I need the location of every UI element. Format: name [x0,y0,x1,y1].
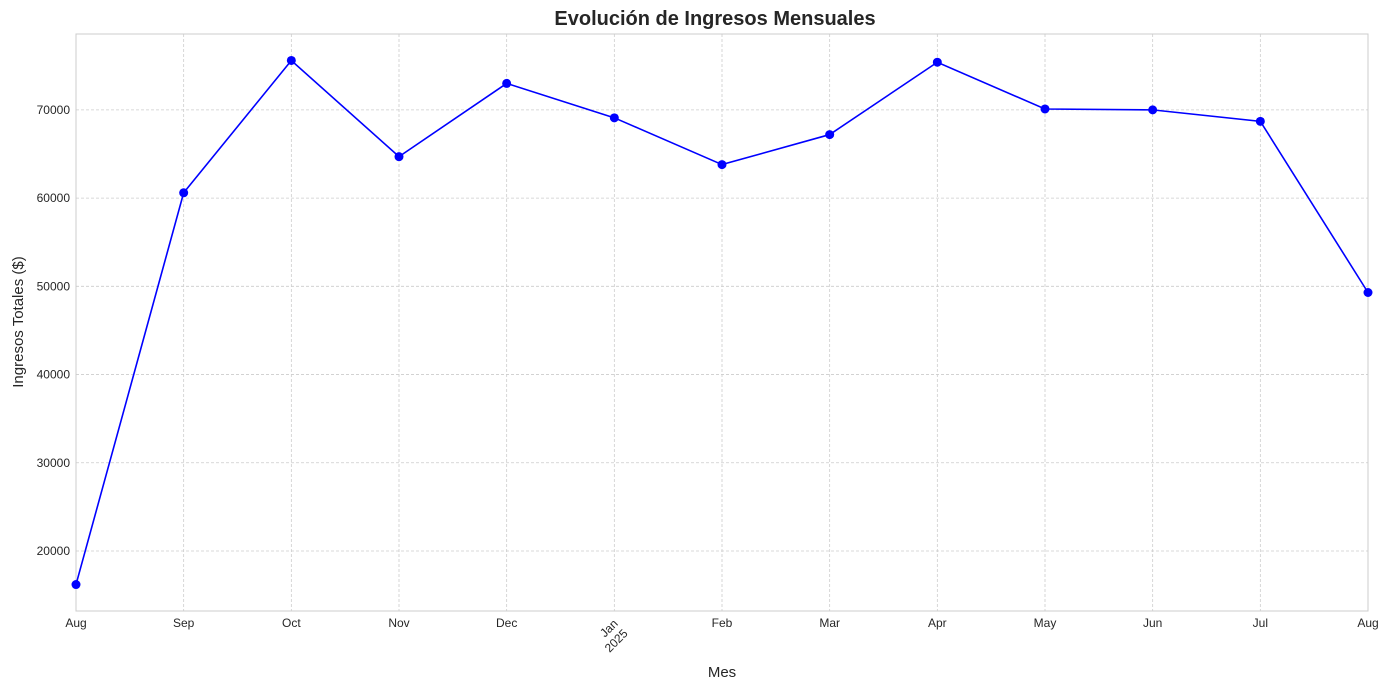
data-point [71,580,81,590]
data-point [286,55,296,65]
data-point [1040,104,1050,114]
x-tick-label: Nov [388,616,409,630]
plot-frame [75,33,1369,612]
data-point [1363,288,1373,298]
x-tick-label: Apr [928,616,947,630]
y-tick-label: 40000 [37,368,71,382]
y-tick-label: 50000 [37,279,71,293]
data-point [1255,116,1265,126]
data-point [1148,105,1158,115]
data-point [394,152,404,162]
y-tick-label: 30000 [37,456,71,470]
x-tick-label: Aug [1357,616,1378,630]
x-gridlines [183,34,1261,611]
x-tick-label: Dec [496,616,517,630]
x-tick-label: Jun [1143,616,1162,630]
data-point [502,78,512,88]
data-point [609,113,619,123]
y-axis-label: Ingresos Totales ($) [10,256,27,387]
x-tick-label: Sep [173,616,195,630]
x-tick-label: Aug [65,616,86,630]
series-group [71,55,1373,590]
y-tick-label: 20000 [37,544,71,558]
x-tick-label: Feb [712,616,733,630]
chart-title: Evolución de Ingresos Mensuales [554,8,875,30]
x-tick-label: May [1034,616,1057,630]
data-point [179,188,189,198]
x-axis-label: Mes [708,664,736,681]
y-tick-labels: 20000 30000 40000 50000 60000 70000 [37,103,71,558]
x-tick-label: Mar [819,616,840,630]
data-point [932,57,942,67]
y-tick-label: 70000 [37,103,71,117]
y-tick-label: 60000 [37,191,71,205]
x-tick-label: Jul [1253,616,1268,630]
data-point [825,130,835,140]
data-point [717,160,727,170]
x-tick-label: Oct [282,616,301,630]
